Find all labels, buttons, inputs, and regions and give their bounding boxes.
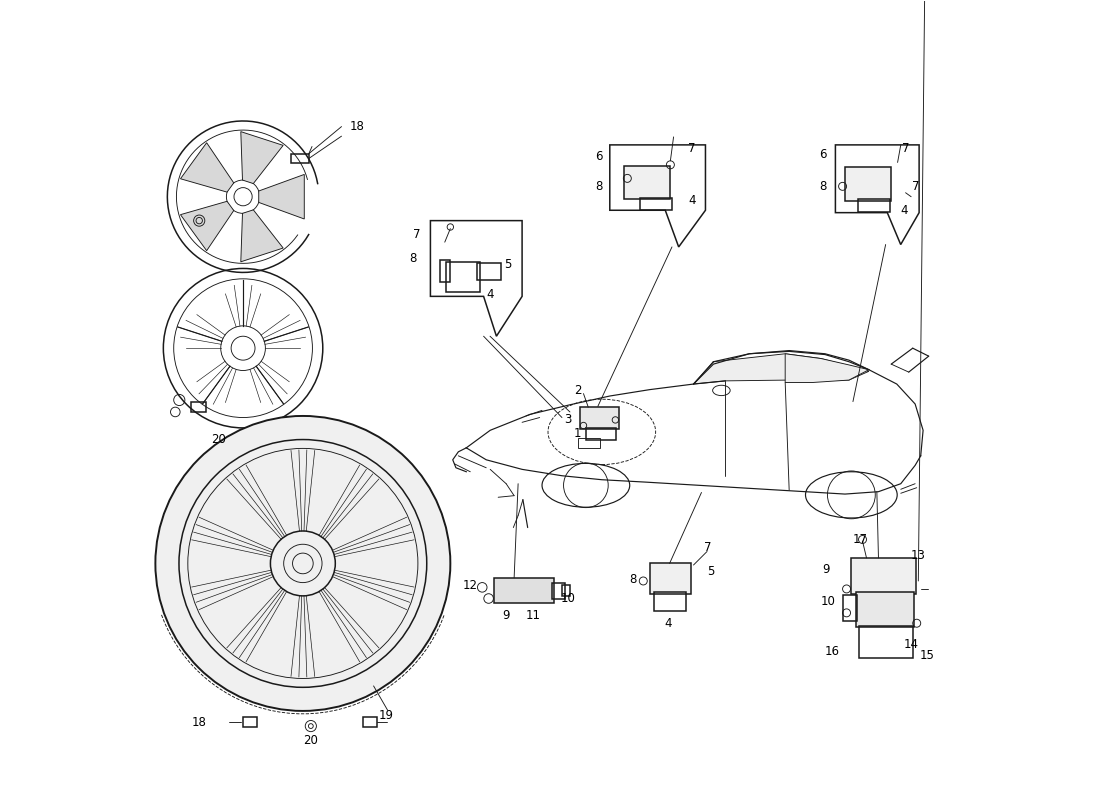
Bar <box>856 592 913 627</box>
Text: 4: 4 <box>486 288 494 302</box>
Bar <box>243 718 257 727</box>
Text: 16: 16 <box>824 645 839 658</box>
Text: 4: 4 <box>688 194 695 207</box>
Text: 10: 10 <box>560 592 575 605</box>
Text: 7: 7 <box>912 180 920 193</box>
Bar <box>858 626 913 658</box>
Polygon shape <box>430 221 522 336</box>
Bar <box>581 407 618 430</box>
Polygon shape <box>609 145 705 247</box>
Text: 10: 10 <box>821 595 836 608</box>
Text: 8: 8 <box>629 573 637 586</box>
Bar <box>494 578 554 603</box>
Bar <box>586 428 616 440</box>
Bar <box>476 263 501 281</box>
Text: 8: 8 <box>820 180 827 193</box>
Text: 7: 7 <box>902 142 909 154</box>
Text: 7: 7 <box>688 142 695 154</box>
Text: 15: 15 <box>920 649 935 662</box>
Bar <box>562 585 570 596</box>
Text: 4: 4 <box>664 617 671 630</box>
Bar <box>845 167 891 201</box>
Polygon shape <box>241 132 283 183</box>
Polygon shape <box>693 354 869 384</box>
Text: 18: 18 <box>350 120 364 133</box>
Text: 8: 8 <box>409 251 417 265</box>
Text: 6: 6 <box>820 148 827 161</box>
Bar <box>858 199 890 212</box>
Text: 7: 7 <box>412 228 420 241</box>
Text: 20: 20 <box>302 734 318 747</box>
Polygon shape <box>180 142 234 192</box>
Text: 4: 4 <box>901 204 909 217</box>
Bar <box>650 563 691 594</box>
Bar <box>578 438 601 448</box>
Bar <box>447 262 480 292</box>
Text: 11: 11 <box>526 609 541 622</box>
Text: 5: 5 <box>707 565 714 578</box>
Bar <box>850 558 916 594</box>
Bar <box>440 260 450 282</box>
Polygon shape <box>241 210 283 262</box>
Circle shape <box>155 416 450 711</box>
Bar <box>640 198 672 210</box>
Text: 7: 7 <box>704 541 712 554</box>
Bar <box>552 582 565 598</box>
Bar <box>843 595 857 621</box>
Polygon shape <box>785 354 869 382</box>
Bar <box>292 154 309 163</box>
Text: 8: 8 <box>595 180 603 193</box>
Text: 18: 18 <box>191 716 206 730</box>
Text: 9: 9 <box>503 609 509 622</box>
Bar <box>654 592 686 611</box>
Text: 9: 9 <box>823 563 830 576</box>
Polygon shape <box>835 145 920 245</box>
Text: 17: 17 <box>852 533 868 546</box>
Text: 1: 1 <box>574 427 582 440</box>
Bar <box>363 718 377 727</box>
Text: 14: 14 <box>904 638 918 651</box>
Text: 3: 3 <box>564 414 572 426</box>
Text: 13: 13 <box>911 549 925 562</box>
Polygon shape <box>180 202 234 250</box>
Text: 6: 6 <box>595 150 603 163</box>
Text: 5: 5 <box>505 258 512 271</box>
Bar <box>191 402 206 412</box>
Polygon shape <box>258 174 305 219</box>
Text: 12: 12 <box>462 579 477 592</box>
Text: 19: 19 <box>378 709 394 722</box>
Bar <box>624 166 670 199</box>
Text: 2: 2 <box>574 384 582 397</box>
Text: 20: 20 <box>211 434 227 446</box>
